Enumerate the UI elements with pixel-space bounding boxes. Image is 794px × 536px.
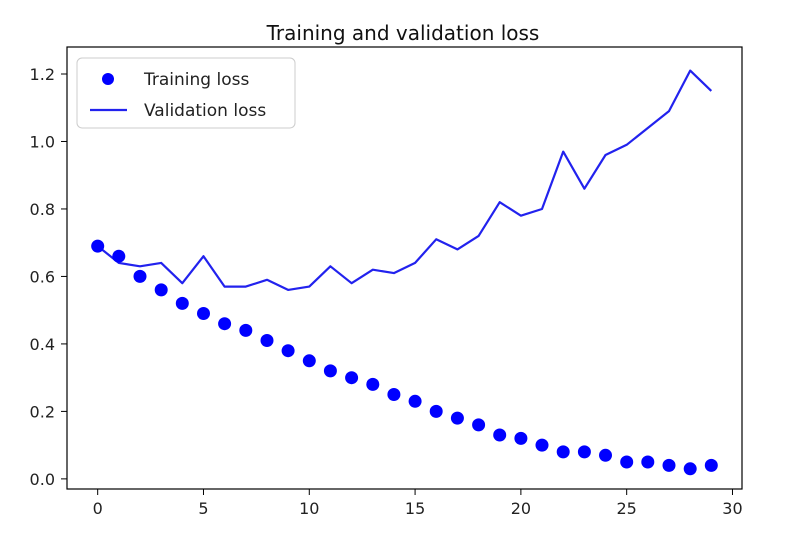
plot-area-frame bbox=[66, 46, 743, 490]
x-tick-label: 20 bbox=[511, 499, 531, 518]
y-tick-label: 0.2 bbox=[30, 402, 55, 421]
training-loss-point bbox=[218, 317, 232, 331]
training-loss-point bbox=[154, 283, 168, 297]
training-loss-point bbox=[683, 462, 697, 476]
training-loss-point bbox=[133, 269, 147, 283]
x-tick-label: 0 bbox=[93, 499, 103, 518]
training-loss-point bbox=[599, 448, 612, 462]
training-loss-point bbox=[281, 344, 295, 358]
training-loss-point bbox=[450, 411, 464, 425]
training-loss-point bbox=[493, 428, 507, 442]
training-loss-point bbox=[387, 388, 401, 401]
training-loss-point bbox=[112, 249, 126, 263]
legend: Training loss Validation loss bbox=[76, 57, 296, 129]
y-tick-label: 0.8 bbox=[30, 200, 55, 219]
chart-title: Training and validation loss bbox=[266, 21, 540, 45]
series-layer bbox=[91, 69, 718, 476]
training-loss-point bbox=[472, 418, 486, 432]
legend-training-marker bbox=[102, 73, 114, 85]
training-loss-point bbox=[620, 455, 634, 469]
training-loss-point bbox=[197, 307, 210, 320]
training-loss-point bbox=[345, 371, 359, 385]
validation-loss-line bbox=[97, 69, 713, 291]
training-loss-point bbox=[408, 394, 422, 408]
legend-training-label: Training loss bbox=[143, 70, 249, 90]
training-loss-point bbox=[91, 239, 105, 253]
training-loss-point bbox=[577, 445, 591, 459]
y-tick-label: 0.6 bbox=[30, 267, 55, 286]
y-tick-label: 1.0 bbox=[30, 132, 55, 151]
x-tick-label: 25 bbox=[616, 499, 636, 518]
training-loss-point bbox=[704, 458, 718, 472]
x-tick-label: 15 bbox=[405, 499, 425, 518]
training-loss-point bbox=[239, 323, 253, 337]
legend-validation-label: Validation loss bbox=[144, 101, 266, 121]
training-loss-point bbox=[429, 404, 443, 418]
x-tick-label: 30 bbox=[722, 499, 742, 518]
x-tick-label: 5 bbox=[198, 499, 208, 518]
axis-ticks: 0 5 10 15 20 25 30 0.0 0.2 0.4 0.6 0.8 1.0 1.2 bbox=[30, 65, 743, 518]
y-tick-label: 1.2 bbox=[30, 65, 55, 84]
training-loss-point bbox=[514, 431, 528, 445]
x-tick-label: 10 bbox=[299, 499, 319, 518]
training-loss-point bbox=[366, 377, 380, 391]
training-loss-point bbox=[662, 458, 676, 472]
legend-box bbox=[76, 57, 296, 129]
training-loss-point bbox=[641, 455, 655, 469]
training-loss-point bbox=[535, 438, 549, 452]
training-loss-point bbox=[260, 334, 274, 347]
y-tick-label: 0.0 bbox=[30, 470, 55, 489]
training-loss-point bbox=[175, 296, 189, 310]
training-loss-point bbox=[302, 354, 316, 368]
training-loss-point bbox=[323, 364, 337, 378]
training-loss-point bbox=[556, 445, 570, 459]
y-tick-label: 0.4 bbox=[30, 335, 55, 354]
